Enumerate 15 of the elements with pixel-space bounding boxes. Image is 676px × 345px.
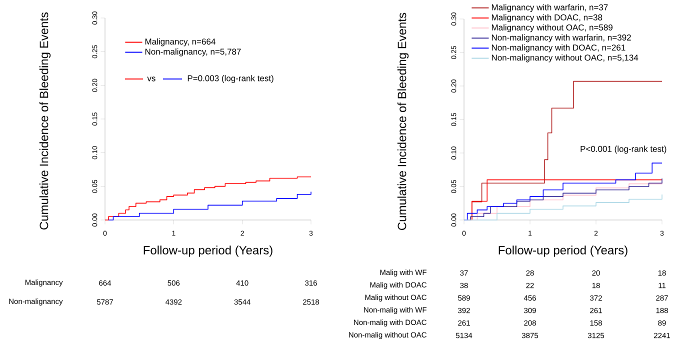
annotation: vs (147, 76, 156, 82)
legend-label: Non-malignancy without OAC, n=5,134 (492, 54, 638, 62)
x-axis-title: Follow-up period (Years) (498, 246, 628, 257)
annotation: P<0.001 (log-rank test) (580, 146, 666, 154)
legend-label: Non-malignancy with DOAC, n=261 (492, 44, 626, 52)
legend-label: Malignancy, n=664 (145, 38, 216, 46)
annotation: P=0.003 (log-rank test) (188, 75, 274, 83)
x-axis-title: Follow-up period (Years) (144, 246, 272, 257)
legend-label: Malignancy with DOAC, n=38 (492, 14, 602, 22)
legend-label: Non-malignancy with warfarin, n=392 (492, 34, 631, 42)
legend-label: Malignancy with warfarin, n=37 (492, 4, 608, 12)
legend-label: Malignancy without OAC, n=589 (492, 24, 612, 32)
legend-label: Non-malignancy, n=5,787 (145, 48, 241, 56)
y-axis-title: Cumulative Incidence of Bleeding Events (39, 12, 51, 230)
y-axis-title: Cumulative Incidence of Bleeding Events (397, 12, 409, 230)
